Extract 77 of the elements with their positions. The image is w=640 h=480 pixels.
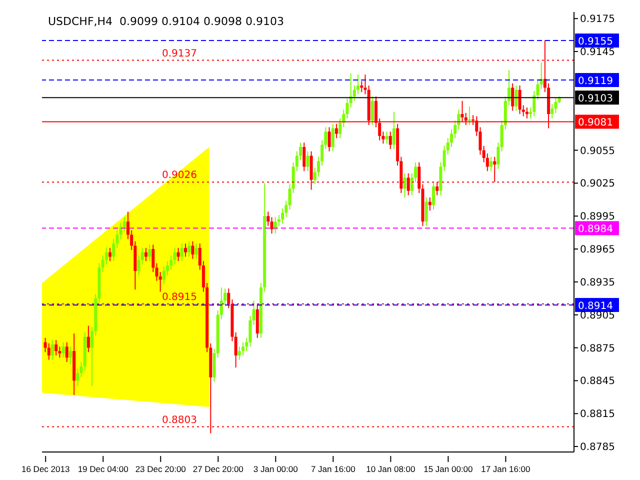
x-tick-label: 3 Jan 00:00 xyxy=(253,464,298,474)
candlestick xyxy=(188,240,191,258)
candlestick xyxy=(428,196,432,212)
candlestick xyxy=(65,342,68,363)
ref-line-label: 0.9155 xyxy=(578,36,613,48)
ref-line-label: 0.9081 xyxy=(578,118,613,129)
candlestick xyxy=(68,346,72,365)
candlestick xyxy=(108,247,112,262)
ref-line-label: 0.9103 xyxy=(578,94,613,105)
ref-line-label: 0.9137 xyxy=(162,48,197,60)
candlestick xyxy=(403,172,406,198)
candlestick xyxy=(191,240,194,260)
candlestick xyxy=(334,123,338,139)
candlestick xyxy=(468,106,471,126)
candlestick xyxy=(248,315,252,348)
candlestick xyxy=(266,211,270,226)
candlestick xyxy=(424,196,428,226)
candlestick xyxy=(514,85,518,112)
x-tick-label: 17 Jan 16:00 xyxy=(481,464,531,474)
y-tick-label: 0.8875 xyxy=(580,343,615,354)
candlestick xyxy=(148,244,152,262)
y-tick-label: 0.9055 xyxy=(580,146,615,157)
y-tick-label: 0.9175 xyxy=(580,14,615,26)
candlestick xyxy=(496,142,500,170)
x-tick-label: 10 Jan 08:00 xyxy=(366,464,416,474)
candlestick xyxy=(331,123,334,152)
x-tick-label: 7 Jan 16:00 xyxy=(310,464,356,474)
candlestick xyxy=(302,142,306,172)
y-tick-label: 0.9145 xyxy=(580,47,615,58)
candlestick xyxy=(432,182,436,210)
candlestick xyxy=(392,111,396,150)
x-tick-label: 15 Jan 00:00 xyxy=(424,464,474,474)
candlestick xyxy=(158,272,162,292)
y-tick-label: 0.9025 xyxy=(580,178,615,190)
x-tick-label: 16 Dec 2013 xyxy=(21,464,70,474)
candlestick xyxy=(525,106,528,119)
candlestick xyxy=(364,74,367,95)
candlestick xyxy=(144,247,148,262)
candlestick xyxy=(518,85,522,115)
candlestick xyxy=(238,346,241,360)
candlestick xyxy=(194,243,198,260)
y-tick-label: 0.8785 xyxy=(580,442,615,454)
ref-line-label: 0.8914 xyxy=(578,300,613,312)
y-tick-label: 0.8845 xyxy=(580,376,615,388)
candlestick xyxy=(242,342,244,356)
candlestick xyxy=(86,325,90,353)
candlestick xyxy=(532,90,536,117)
candlestick xyxy=(184,243,187,258)
candlestick xyxy=(54,340,58,356)
candlestick xyxy=(511,82,514,112)
x-tick-label: 23 Dec 20:00 xyxy=(135,464,186,474)
x-tick-label: 19 Dec 04:00 xyxy=(78,464,129,474)
candlestick xyxy=(328,126,331,152)
y-tick-label: 0.8905 xyxy=(580,310,615,322)
y-tick-label: 0.8815 xyxy=(580,409,615,420)
ref-line-label: 0.8803 xyxy=(162,414,197,426)
chart-title: USDCHF,H4 0.9099 0.9104 0.9098 0.9103 xyxy=(48,15,284,28)
candlestick xyxy=(385,131,388,144)
candlestick xyxy=(50,340,54,360)
y-tick-label: 0.8995 xyxy=(580,212,615,223)
candlestick xyxy=(270,216,274,234)
candlestick xyxy=(388,131,392,150)
y-tick-label: 0.8935 xyxy=(580,277,615,288)
ref-line-label: 0.8915 xyxy=(162,292,197,303)
candlestick xyxy=(306,150,310,172)
candlestick xyxy=(490,156,493,172)
candlestick xyxy=(176,247,180,262)
candlestick xyxy=(234,332,238,368)
x-tick-label: 27 Dec 20:00 xyxy=(192,464,244,474)
y-tick-label: 0.8965 xyxy=(580,244,615,256)
candlestick xyxy=(370,96,374,126)
candlestick xyxy=(180,243,184,262)
ref-line-label: 0.9119 xyxy=(578,76,613,88)
candlestick xyxy=(274,216,277,234)
candlestick xyxy=(252,300,256,326)
ref-line-label: 0.8984 xyxy=(578,224,613,236)
candlestick xyxy=(62,342,65,358)
